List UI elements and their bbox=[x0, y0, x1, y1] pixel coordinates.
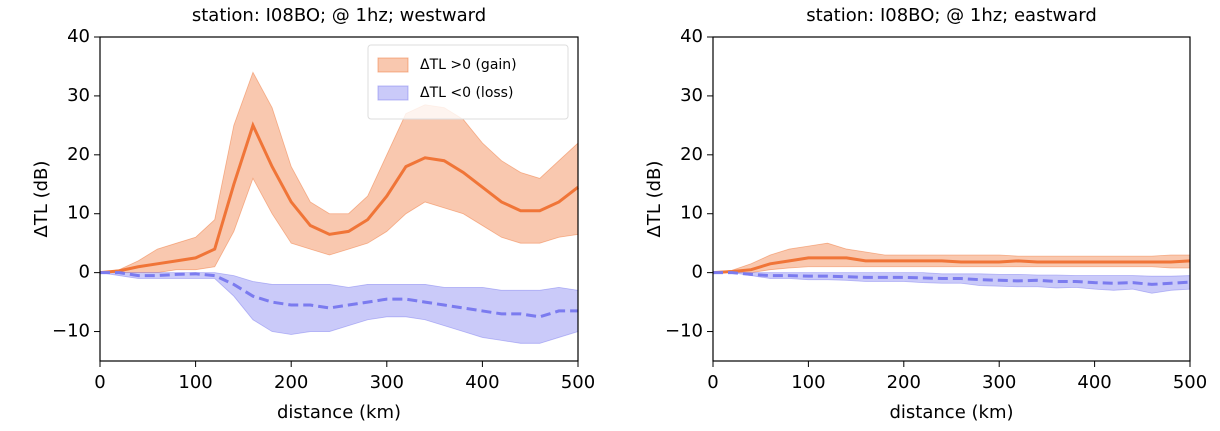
x-tick-label: 0 bbox=[707, 372, 718, 393]
y-tick-label: 10 bbox=[67, 203, 90, 224]
legend-swatch bbox=[377, 57, 409, 73]
y-axis-label: ΔTL (dB) bbox=[644, 161, 665, 238]
y-axis-label: ΔTL (dB) bbox=[31, 161, 52, 238]
y-tick-label: 0 bbox=[692, 262, 703, 283]
axes-frame bbox=[99, 36, 579, 362]
line bbox=[100, 271, 578, 319]
line bbox=[712, 256, 1191, 275]
line bbox=[713, 271, 1191, 286]
x-tick-label: 200 bbox=[887, 372, 921, 393]
x-tick-label: 100 bbox=[178, 372, 212, 393]
y-tick-label: −10 bbox=[665, 321, 703, 342]
plot-area bbox=[99, 71, 579, 344]
chart-title: station: I08BO; @ 1hz; westward bbox=[192, 5, 486, 26]
x-tick-label: 500 bbox=[561, 372, 595, 393]
axes-frame bbox=[712, 36, 1191, 362]
y-tick-label: 20 bbox=[67, 144, 90, 165]
x-tick-label: 400 bbox=[465, 372, 499, 393]
legend-label: ΔTL >0 (gain) bbox=[420, 57, 517, 73]
x-tick-label: 100 bbox=[791, 372, 825, 393]
x-tick-label: 300 bbox=[370, 372, 404, 393]
y-tick-label: 30 bbox=[680, 85, 703, 106]
line bbox=[99, 121, 579, 275]
band bbox=[712, 242, 1191, 274]
x-tick-label: 200 bbox=[274, 372, 308, 393]
legend-label: ΔTL <0 (loss) bbox=[420, 85, 513, 101]
x-tick-label: 0 bbox=[94, 372, 105, 393]
x-tick-label: 300 bbox=[982, 372, 1016, 393]
x-tick-label: 400 bbox=[1077, 372, 1111, 393]
x-tick-label: 500 bbox=[1173, 372, 1207, 393]
chart-title: station: I08BO; @ 1hz; eastward bbox=[806, 5, 1097, 26]
plot-area bbox=[712, 242, 1191, 294]
y-tick-label: 30 bbox=[67, 85, 90, 106]
y-tick-label: 10 bbox=[680, 203, 703, 224]
x-axis-label: distance (km) bbox=[890, 402, 1014, 423]
y-tick-label: 40 bbox=[67, 26, 90, 47]
y-tick-label: 20 bbox=[680, 144, 703, 165]
y-tick-label: 40 bbox=[680, 26, 703, 47]
legend-frame bbox=[367, 44, 569, 120]
y-tick-label: −10 bbox=[52, 321, 90, 342]
legend-swatch bbox=[377, 85, 409, 101]
legend: ΔTL >0 (gain) ΔTL <0 (loss) bbox=[367, 44, 569, 120]
x-axis-label: distance (km) bbox=[277, 402, 401, 423]
y-tick-label: 0 bbox=[79, 262, 90, 283]
